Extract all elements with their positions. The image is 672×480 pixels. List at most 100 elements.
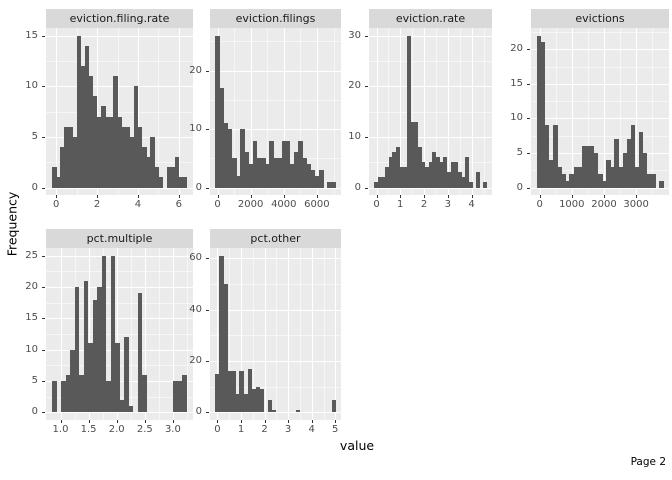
histogram-bar <box>598 173 603 188</box>
gridline <box>531 83 669 85</box>
histogram-bar <box>255 386 260 413</box>
facet-strip: eviction.rate <box>369 9 492 28</box>
histogram-bar <box>173 381 179 413</box>
histogram-bar <box>215 373 220 413</box>
x-tick-mark <box>56 195 58 198</box>
histogram-bar <box>124 337 129 413</box>
histogram-bar <box>577 166 582 188</box>
y-tick-label: 20 <box>348 80 361 92</box>
gridline <box>531 49 669 51</box>
x-tick-label: 0 <box>53 199 60 210</box>
x-tick-mark <box>604 195 605 198</box>
gridline <box>604 28 605 195</box>
histogram-bar <box>399 167 404 188</box>
x-tick-mark <box>376 195 378 198</box>
y-tick-mark <box>206 360 209 362</box>
histogram-bar <box>294 152 299 188</box>
histogram-bar <box>377 177 382 188</box>
x-tick-mark <box>241 420 242 423</box>
x-tick-mark <box>424 195 425 198</box>
x-tick-label: 4 <box>468 199 475 210</box>
gridline <box>250 28 252 195</box>
y-tick-mark <box>365 35 368 37</box>
histogram-bar <box>593 153 599 188</box>
histogram-bar <box>177 381 183 413</box>
x-tick-mark <box>264 420 266 423</box>
histogram-bar <box>158 177 163 188</box>
x-tick-mark <box>88 420 90 423</box>
histogram-bar <box>540 42 546 188</box>
x-tick-mark <box>178 195 180 198</box>
y-tick-label: 10 <box>25 80 38 92</box>
x-tick-mark <box>316 195 318 198</box>
x-tick-mark <box>447 195 449 198</box>
gridline <box>46 187 193 189</box>
histogram-bar <box>117 116 122 188</box>
histogram-bar <box>247 368 252 413</box>
histogram-bar <box>101 106 106 188</box>
histogram-bar <box>659 180 664 188</box>
gridline <box>369 136 492 138</box>
y-tick-mark <box>42 287 45 288</box>
facet-plot <box>531 28 669 195</box>
facet-strip: pct.multiple <box>46 229 193 248</box>
histogram-bar <box>154 167 159 188</box>
histogram-bar <box>395 147 400 188</box>
histogram-bar <box>92 299 98 413</box>
gridline <box>88 248 90 420</box>
gridline <box>369 111 492 113</box>
histogram-bar <box>243 394 248 413</box>
x-tick-label: 5 <box>332 424 339 435</box>
histogram-bar <box>536 35 542 188</box>
facet-strip: eviction.filings <box>210 9 341 28</box>
histogram-bar <box>79 374 84 413</box>
histogram-bar <box>314 175 320 188</box>
facet-plot <box>210 248 341 420</box>
x-tick-mark <box>116 420 118 423</box>
histogram-bar <box>374 182 379 188</box>
histogram-bar <box>432 152 437 188</box>
gridline <box>241 248 242 420</box>
gridline <box>652 28 654 195</box>
gridline <box>60 248 62 420</box>
gridline <box>46 111 193 113</box>
histogram-bar <box>97 116 102 188</box>
histogram-bar <box>142 374 147 413</box>
histogram-bar <box>105 116 110 188</box>
gridline <box>388 28 390 195</box>
gridline <box>229 248 231 420</box>
gridline <box>46 271 193 273</box>
x-tick-mark <box>144 420 146 423</box>
gridline <box>555 28 557 195</box>
gridline <box>323 248 325 420</box>
histogram-bar <box>277 158 283 188</box>
histogram-bar <box>236 175 241 188</box>
y-tick-label: 0 <box>31 181 38 193</box>
gridline <box>210 412 341 414</box>
histogram-bar <box>64 126 69 188</box>
gridline <box>531 32 669 34</box>
gridline <box>158 28 160 195</box>
gridline <box>636 28 638 195</box>
histogram-bar <box>642 153 648 188</box>
histogram-bar <box>115 343 120 413</box>
gridline <box>531 152 669 154</box>
gridline <box>335 248 337 420</box>
histogram-bar <box>428 162 433 188</box>
x-tick-label: 6 <box>175 199 182 210</box>
histogram-bar <box>468 182 473 188</box>
x-tick-label: 0 <box>214 424 221 435</box>
y-tick-mark <box>42 187 45 189</box>
histogram-bar <box>310 170 316 188</box>
facet-plot <box>369 28 492 195</box>
x-tick-mark <box>335 420 337 423</box>
histogram-bar <box>306 164 312 188</box>
histogram-bar <box>60 147 65 188</box>
gridline <box>234 28 236 195</box>
gridline <box>288 248 290 420</box>
facet-strip: pct.other <box>210 229 341 248</box>
y-tick-mark <box>42 35 45 37</box>
histogram-bar <box>331 399 336 413</box>
gridline <box>483 28 485 195</box>
y-tick-label: 10 <box>348 130 361 142</box>
